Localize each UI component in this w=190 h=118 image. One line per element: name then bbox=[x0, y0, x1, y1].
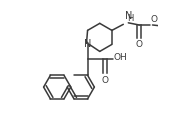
Text: OH: OH bbox=[114, 53, 128, 62]
Text: O: O bbox=[151, 15, 158, 24]
Text: O: O bbox=[136, 40, 143, 49]
Text: H: H bbox=[127, 14, 133, 23]
Text: N: N bbox=[125, 11, 132, 21]
Text: O: O bbox=[101, 76, 108, 85]
Text: N: N bbox=[84, 39, 91, 49]
